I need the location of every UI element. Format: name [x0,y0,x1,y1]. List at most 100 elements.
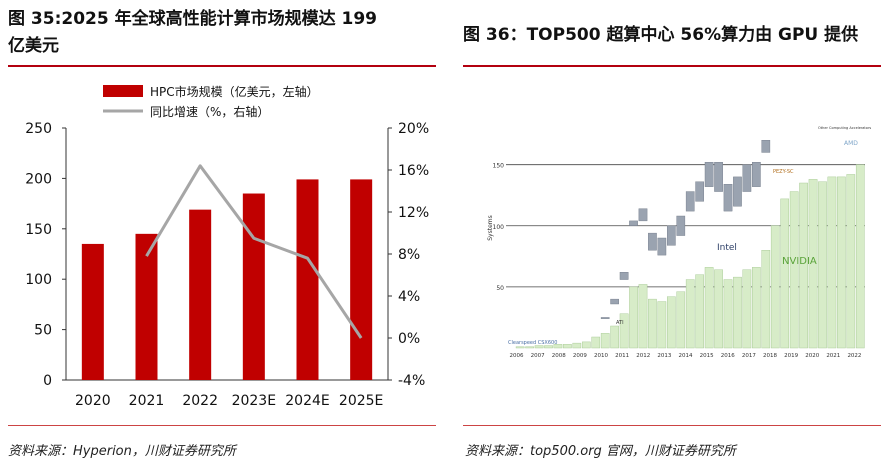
hpc-bar [135,233,158,380]
accelerator-bar-nvidia [752,267,761,349]
left-chart-title: 图 35:2025 年全球高性能计算市场规模达 199 亿美元 [8,6,438,60]
accelerator-bar-nvidia [780,198,790,349]
hpc-bar [350,179,373,380]
accelerator-bar-nvidia [789,191,799,349]
y-tick-label: 150 [493,163,505,170]
accelerator-bar-nvidia [704,267,714,349]
y-tick-label: 50 [496,285,504,292]
accelerator-bar-other [742,164,752,192]
accelerator-bar-nvidia [742,269,752,349]
accelerator-bar-nvidia [837,176,846,349]
legend-bar-swatch [103,85,143,97]
accelerator-bar-nvidia [563,344,572,349]
right-chart-title: 图 36：TOP500 超算中心 56%算力由 GPU 提供 [463,25,859,45]
accelerator-bar-nvidia [572,342,582,349]
x-year-label: 2017 [742,353,756,359]
accelerator-bar-other [648,232,657,251]
x-tick-label: 2022 [182,393,218,409]
accelerator-bar-nvidia [667,296,676,349]
accelerator-bar-nvidia [619,313,629,349]
x-year-label: 2010 [594,353,608,359]
x-year-label: 2020 [805,353,819,359]
legend-bar-label: HPC市场规模（亿美元，左轴） [150,84,319,99]
accelerator-bar-other [629,220,638,226]
accelerator-bar-nvidia [846,174,856,349]
accelerator-bar-nvidia [695,274,704,349]
right-tick-label: 20% [398,121,429,137]
x-year-label: 2013 [657,353,671,359]
accelerator-bar-other [610,298,619,305]
accelerator-bar-nvidia [676,291,686,349]
x-year-label: 2006 [510,353,524,359]
right-tick-label: -4% [398,373,425,389]
right-tick-label: 0% [398,331,420,347]
x-tick-label: 2024E [285,393,329,409]
accelerator-bar-nvidia [534,345,544,349]
annotation-amd: AMD [844,140,858,147]
accelerator-bar-nvidia [610,325,619,349]
annotation-nvidia: NVIDIA [782,256,817,267]
annotation-pezy: PEZY-SC [773,169,794,175]
accelerator-bar-other [733,176,742,207]
left-tick-label: 50 [34,323,52,339]
left-source-rule [8,425,436,426]
x-tick-label: 2020 [75,393,111,409]
left-source: 资料来源：Hyperion，川财证券研究所 [8,444,236,459]
left-chart: 0 50 100 150 200 250 -4% 0% 4% 8% 12% 16% 20% 2020 202… [25,84,429,409]
y-tick-label: 100 [493,224,505,231]
left-chart-title-line2: 亿美元 [8,36,59,56]
x-tick-label: 2025E [339,393,383,409]
accelerator-bar-nvidia [855,164,865,349]
accelerator-bar-nvidia [600,333,610,349]
x-tick-label: 2021 [129,393,165,409]
x-year-label: 2018 [763,353,777,359]
accelerator-bar-other [704,162,714,187]
right-tick-label: 4% [398,289,420,305]
left-title-rule [8,65,436,67]
annotation-other-accel: Other Computing Accelerators [818,126,871,130]
left-tick-label: 200 [25,171,52,187]
x-year-label: 2019 [784,353,798,359]
x-year-label: 2011 [615,353,629,359]
annotation-intel: Intel [717,243,737,253]
accelerator-bar-nvidia [515,346,525,349]
hpc-bar [81,243,104,380]
accelerator-bar-other [638,208,648,222]
x-year-label: 2021 [826,353,840,359]
accelerator-bar-nvidia [629,286,638,349]
x-tick-label: 2023E [232,393,276,409]
accelerator-bar-nvidia [714,269,723,349]
right-chart: 50 100 150 Systems 2006 2007 2008 2009 2010 2011 2… [487,126,871,359]
left-tick-label: 150 [25,222,52,238]
right-source: 资料来源：top500.org 官网，川财证券研究所 [465,444,736,459]
accelerator-bar-nvidia [733,276,742,349]
x-year-label: 2008 [552,353,566,359]
right-source-rule [463,425,881,426]
hpc-bar [189,209,212,380]
left-tick-label: 0 [43,373,52,389]
annotation-clearspeed: Clearspeed CSX600 [508,340,557,346]
accelerator-bar-other [685,191,695,212]
accelerator-bar-nvidia [770,225,780,349]
hpc-bar [242,193,265,380]
right-title-rule [463,65,881,67]
accelerator-bar-nvidia [761,250,771,349]
x-year-label: 2014 [679,353,693,359]
accelerator-bar-nvidia [808,179,818,349]
accelerator-bar-nvidia [657,301,667,349]
hpc-bar [296,179,319,380]
accelerator-bar-nvidia [818,181,827,349]
x-year-label: 2012 [636,353,650,359]
accelerator-bar-other [667,225,676,246]
right-tick-label: 8% [398,247,420,263]
right-tick-label: 16% [398,163,429,179]
x-year-label: 2009 [573,353,587,359]
accelerator-bar-nvidia [544,345,553,349]
accelerator-bar-nvidia [723,279,733,349]
accelerator-bar-nvidia [685,279,695,349]
accelerator-bar-other [619,272,629,280]
left-tick-label: 250 [25,121,52,137]
accelerator-bar-nvidia [553,344,563,349]
accelerator-bar-other [714,162,723,192]
y-axis-label: Systems [487,215,494,241]
